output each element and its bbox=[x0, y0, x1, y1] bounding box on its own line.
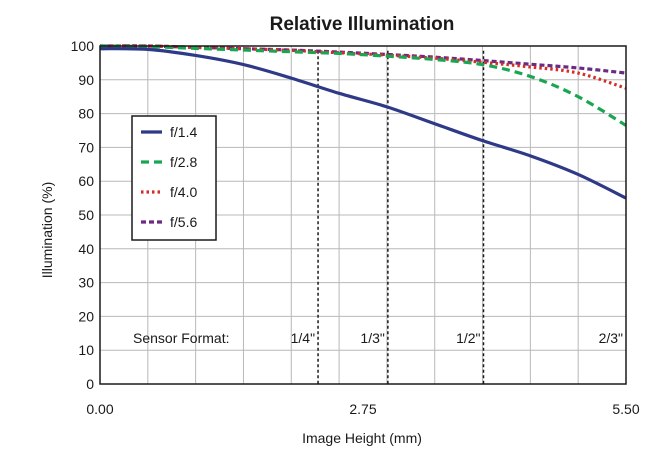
sensor-format-value: 1/4" bbox=[291, 330, 315, 346]
series-group bbox=[99, 44, 627, 200]
y-tick-label: 10 bbox=[78, 342, 94, 358]
y-tick-label: 40 bbox=[78, 241, 94, 257]
y-tick-label: 60 bbox=[78, 173, 94, 189]
series-line-f14 bbox=[99, 47, 627, 200]
legend-label: f/5.6 bbox=[170, 214, 197, 230]
y-tick-label: 50 bbox=[78, 207, 94, 223]
sensor-format-label: Sensor Format: bbox=[133, 330, 229, 346]
legend-box bbox=[131, 115, 217, 241]
legend: f/1.4 f/2.8 f/4.0 f/5.6 bbox=[131, 115, 217, 241]
y-tick-label: 0 bbox=[86, 376, 94, 392]
y-tick-labels: 0 10 20 30 40 50 60 70 80 90 100 bbox=[71, 38, 95, 392]
y-axis-label: Illumination (%) bbox=[39, 182, 55, 278]
x-tick-labels: 0.00 2.75 5.50 bbox=[86, 401, 639, 417]
x-tick-label: 2.75 bbox=[349, 401, 376, 417]
x-tick-label: 0.00 bbox=[86, 401, 113, 417]
sensor-format-value: 2/3" bbox=[599, 330, 623, 346]
legend-label: f/4.0 bbox=[170, 184, 197, 200]
y-tick-label: 80 bbox=[78, 106, 94, 122]
sensor-format-value: 1/3" bbox=[360, 330, 384, 346]
chart-title: Relative Illumination bbox=[270, 14, 455, 35]
series-line-f40 bbox=[99, 44, 627, 90]
sensor-format-value: 1/2" bbox=[456, 330, 480, 346]
x-tick-label: 5.50 bbox=[612, 401, 639, 417]
plot-frame bbox=[99, 45, 627, 385]
legend-label: f/2.8 bbox=[170, 154, 197, 170]
series-line-f28 bbox=[99, 44, 627, 127]
y-tick-label: 70 bbox=[78, 139, 94, 155]
y-tick-label: 30 bbox=[78, 275, 94, 291]
legend-label: f/1.4 bbox=[170, 124, 197, 140]
y-tick-label: 100 bbox=[71, 38, 95, 54]
x-axis-label: Image Height (mm) bbox=[302, 430, 422, 446]
sensor-format-annotations: Sensor Format: 1/4" 1/3" 1/2" 2/3" bbox=[133, 330, 623, 346]
y-tick-label: 90 bbox=[78, 72, 94, 88]
y-tick-label: 20 bbox=[78, 308, 94, 324]
